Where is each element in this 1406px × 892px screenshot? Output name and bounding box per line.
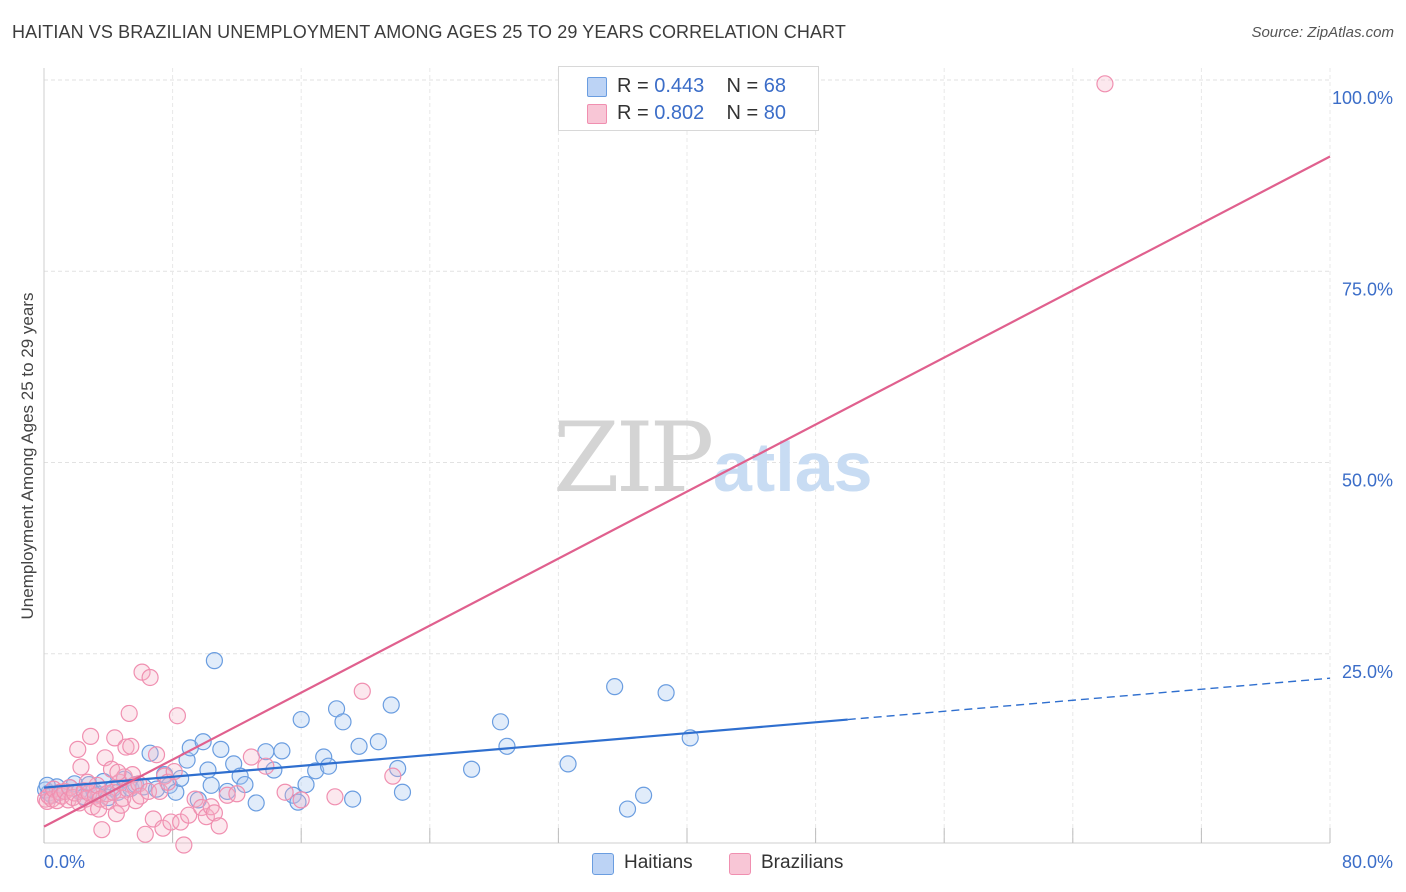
haitian-point xyxy=(297,775,315,794)
brazilian-point xyxy=(147,746,166,764)
bottom-legend-haitians: Haitians xyxy=(592,852,693,875)
brazilian-point xyxy=(384,767,402,785)
haitian-point xyxy=(393,783,412,801)
haitian-point xyxy=(334,713,352,731)
brazilian-point xyxy=(109,763,127,781)
haitians-trend-line xyxy=(43,718,848,789)
haitian-point xyxy=(491,713,510,731)
haitians-trend-extension xyxy=(847,677,1331,721)
brazilians-n-label: N = xyxy=(726,102,764,124)
brazilian-point xyxy=(122,737,140,755)
haitian-point xyxy=(289,793,307,811)
brazilian-point xyxy=(353,682,371,700)
brazilian-point xyxy=(114,789,132,807)
haitians-legend-label: Haitians xyxy=(624,852,693,873)
brazilian-point xyxy=(168,707,187,725)
haitian-point xyxy=(498,737,516,755)
haitian-point xyxy=(344,790,362,808)
haitian-point xyxy=(618,800,637,818)
haitian-point xyxy=(199,761,217,779)
haitians-n-value: 68 xyxy=(763,75,787,97)
brazilian-point xyxy=(127,792,145,810)
watermark-zip: ZIP xyxy=(553,402,712,514)
source-note: Source: ZipAtlas.com xyxy=(1251,24,1394,41)
haitian-point xyxy=(202,776,220,794)
brazilian-point xyxy=(1096,75,1114,93)
x-tick-label: 0.0% xyxy=(44,852,85,872)
y-tick-label: 100.0% xyxy=(1332,88,1393,108)
haitian-point xyxy=(273,742,291,760)
y-axis-label: Unemployment Among Ages 25 to 29 years xyxy=(18,292,37,620)
haitian-point xyxy=(212,740,230,758)
haitians-n-label: N = xyxy=(726,75,764,97)
watermark-atlas: atlas xyxy=(713,428,873,506)
brazilian-point xyxy=(242,748,260,766)
haitian-point xyxy=(292,710,310,729)
haitian-point xyxy=(141,744,159,762)
brazilians-legend-swatch xyxy=(729,853,751,875)
brazilian-point xyxy=(180,806,198,824)
correlation-legend: R = 0.443 N = 68 R = 0.802 N = 80 xyxy=(558,66,819,131)
brazilian-point xyxy=(69,740,87,758)
brazilian-point xyxy=(78,773,97,791)
haitians-legend-swatch xyxy=(592,853,614,875)
haitian-point xyxy=(369,733,387,751)
haitian-point xyxy=(350,737,368,755)
brazilians-r-label: R = xyxy=(617,102,655,124)
haitian-point xyxy=(606,678,624,696)
haitian-point xyxy=(247,794,265,812)
haitian-point xyxy=(382,696,400,714)
brazilian-point xyxy=(205,804,223,822)
brazilian-point xyxy=(141,668,159,687)
brazilian-point xyxy=(197,808,215,826)
legend-row-brazilians: R = 0.802 N = 80 xyxy=(617,102,786,125)
brazilian-point xyxy=(106,729,124,747)
haitian-point xyxy=(319,757,338,775)
haitians-swatch xyxy=(587,77,607,97)
brazilian-point xyxy=(292,791,310,809)
brazilian-point xyxy=(162,813,180,831)
brazilian-point xyxy=(117,738,135,756)
haitian-point xyxy=(559,755,577,773)
brazilians-r-value: 0.802 xyxy=(654,102,705,124)
y-tick-label: 50.0% xyxy=(1342,471,1393,491)
brazilian-point xyxy=(276,783,294,801)
haitian-point xyxy=(634,786,653,804)
haitian-point xyxy=(307,762,325,780)
haitian-point xyxy=(205,652,223,670)
brazilian-point xyxy=(107,805,125,823)
bottom-legend-brazilians: Brazilians xyxy=(729,852,844,875)
brazilian-point xyxy=(192,798,211,817)
brazilian-point xyxy=(136,825,154,843)
haitians-r-label: R = xyxy=(617,75,655,97)
brazilians-legend-label: Brazilians xyxy=(761,852,844,873)
brazilian-point xyxy=(131,787,150,805)
y-tick-label: 75.0% xyxy=(1342,279,1393,299)
brazilian-point xyxy=(210,817,228,835)
haitian-point xyxy=(657,684,675,702)
haitian-point xyxy=(265,761,283,779)
brazilians-trend-line xyxy=(43,155,1331,828)
x-tick-label: 80.0% xyxy=(1342,852,1393,872)
chart-title: HAITIAN VS BRAZILIAN UNEMPLOYMENT AMONG … xyxy=(12,22,846,42)
brazilian-point xyxy=(72,758,90,776)
legend-row-haitians: R = 0.443 N = 68 xyxy=(617,75,786,98)
haitians-r-value: 0.443 xyxy=(654,75,705,97)
brazilians-swatch xyxy=(587,104,607,124)
brazilian-point xyxy=(175,836,193,854)
brazilian-point xyxy=(61,779,79,797)
haitian-point xyxy=(257,743,275,761)
brazilian-point xyxy=(120,704,138,723)
brazilians-n-value: 80 xyxy=(763,102,787,124)
brazilian-point xyxy=(326,788,344,806)
brazilian-point xyxy=(257,757,275,775)
brazilian-point xyxy=(228,785,246,803)
y-tick-label: 25.0% xyxy=(1342,662,1393,682)
brazilian-point xyxy=(93,821,111,839)
brazilian-point xyxy=(82,727,100,745)
haitian-point xyxy=(462,760,481,778)
